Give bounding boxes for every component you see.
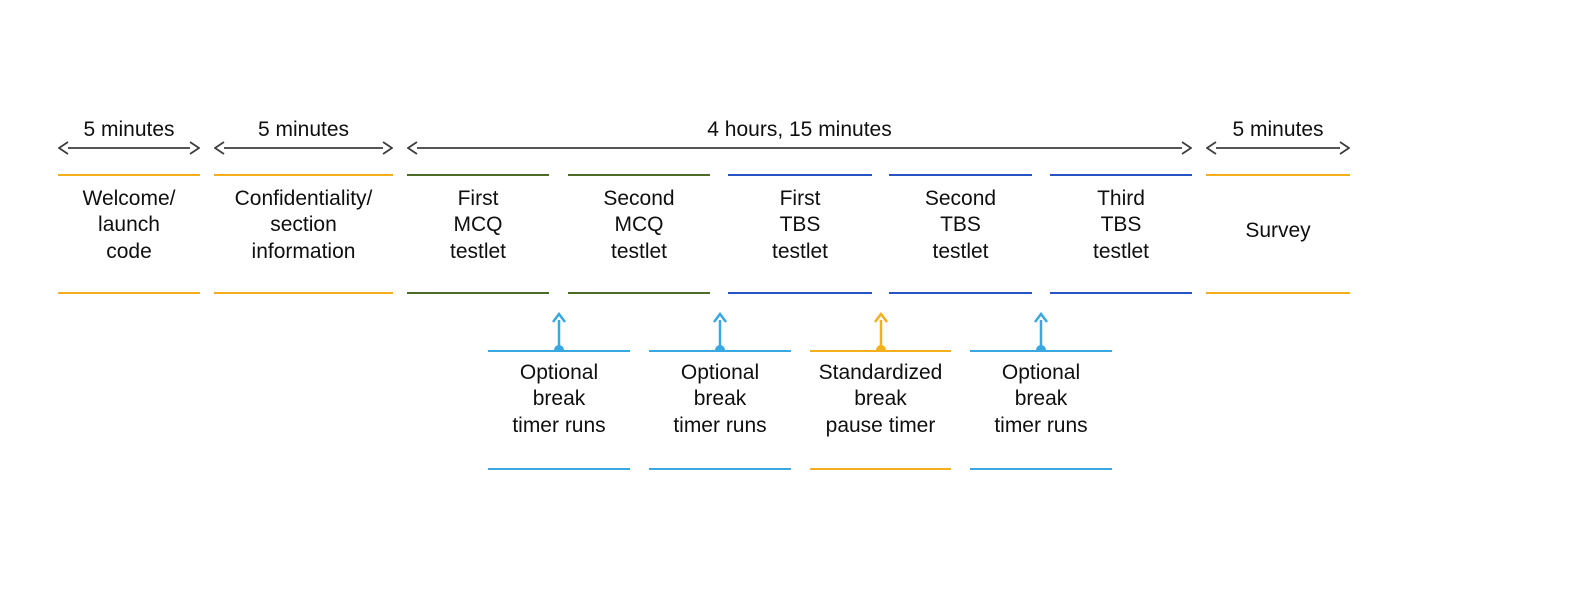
block-label-line: Third bbox=[1050, 186, 1192, 212]
break-label-line: break bbox=[970, 386, 1112, 412]
block-label-line: First bbox=[728, 186, 872, 212]
block-bot-rule-tbs1 bbox=[728, 292, 872, 294]
block-top-rule-mcq2 bbox=[568, 174, 710, 176]
block-bot-rule-mcq2 bbox=[568, 292, 710, 294]
timespan-label-0: 5 minutes bbox=[58, 118, 200, 142]
block-label-survey: Survey bbox=[1206, 218, 1350, 244]
break-connector-break3 bbox=[869, 312, 893, 352]
block-bot-rule-tbs3 bbox=[1050, 292, 1192, 294]
break-label-line: Optional bbox=[970, 360, 1112, 386]
block-label-line: Second bbox=[889, 186, 1032, 212]
block-label-line: Second bbox=[568, 186, 710, 212]
block-top-rule-survey bbox=[1206, 174, 1350, 176]
break-label-line: timer runs bbox=[970, 413, 1112, 439]
timespan-label-2: 4 hours, 15 minutes bbox=[407, 118, 1192, 142]
break-label-line: pause timer bbox=[810, 413, 951, 439]
block-label-line: testlet bbox=[568, 239, 710, 265]
break-label-line: break bbox=[649, 386, 791, 412]
block-top-rule-welcome bbox=[58, 174, 200, 176]
block-top-rule-mcq1 bbox=[407, 174, 549, 176]
block-label-line: MCQ bbox=[407, 212, 549, 238]
break-label-line: Standardized bbox=[810, 360, 951, 386]
block-label-line: First bbox=[407, 186, 549, 212]
break-bot-rule-break4 bbox=[970, 468, 1112, 470]
block-label-line: TBS bbox=[728, 212, 872, 238]
break-label-break4: Optionalbreaktimer runs bbox=[970, 360, 1112, 439]
block-bot-rule-tbs2 bbox=[889, 292, 1032, 294]
break-connector-break4 bbox=[1029, 312, 1053, 352]
block-label-tbs2: SecondTBStestlet bbox=[889, 186, 1032, 265]
block-bot-rule-survey bbox=[1206, 292, 1350, 294]
block-top-rule-tbs2 bbox=[889, 174, 1032, 176]
block-label-line: information bbox=[214, 239, 393, 265]
break-label-line: timer runs bbox=[649, 413, 791, 439]
break-label-break1: Optionalbreaktimer runs bbox=[488, 360, 630, 439]
break-label-break3: Standardizedbreakpause timer bbox=[810, 360, 951, 439]
break-bot-rule-break3 bbox=[810, 468, 951, 470]
block-label-mcq2: SecondMCQtestlet bbox=[568, 186, 710, 265]
break-bot-rule-break1 bbox=[488, 468, 630, 470]
break-label-line: timer runs bbox=[488, 413, 630, 439]
block-bot-rule-welcome bbox=[58, 292, 200, 294]
block-label-line: MCQ bbox=[568, 212, 710, 238]
block-label-confid: Confidentiality/sectioninformation bbox=[214, 186, 393, 265]
block-top-rule-tbs1 bbox=[728, 174, 872, 176]
block-bot-rule-confid bbox=[214, 292, 393, 294]
block-label-line: Confidentiality/ bbox=[214, 186, 393, 212]
block-label-line: testlet bbox=[407, 239, 549, 265]
block-label-line: code bbox=[58, 239, 200, 265]
break-bot-rule-break2 bbox=[649, 468, 791, 470]
block-label-line: launch bbox=[58, 212, 200, 238]
block-label-line: TBS bbox=[889, 212, 1032, 238]
block-label-line: TBS bbox=[1050, 212, 1192, 238]
break-label-line: break bbox=[810, 386, 951, 412]
block-label-line: Survey bbox=[1206, 218, 1350, 244]
block-label-mcq1: FirstMCQtestlet bbox=[407, 186, 549, 265]
break-label-line: Optional bbox=[649, 360, 791, 386]
block-label-line: section bbox=[214, 212, 393, 238]
timespan-label-3: 5 minutes bbox=[1206, 118, 1350, 142]
block-label-line: testlet bbox=[1050, 239, 1192, 265]
exam-timeline-diagram: 5 minutes 5 minutes 4 hours, 15 minutes 5 m… bbox=[0, 0, 1576, 600]
block-top-rule-confid bbox=[214, 174, 393, 176]
block-label-tbs3: ThirdTBStestlet bbox=[1050, 186, 1192, 265]
block-label-line: testlet bbox=[728, 239, 872, 265]
block-bot-rule-mcq1 bbox=[407, 292, 549, 294]
block-label-line: Welcome/ bbox=[58, 186, 200, 212]
break-label-line: Optional bbox=[488, 360, 630, 386]
break-connector-break1 bbox=[547, 312, 571, 352]
block-label-line: testlet bbox=[889, 239, 1032, 265]
timespan-label-1: 5 minutes bbox=[214, 118, 393, 142]
block-top-rule-tbs3 bbox=[1050, 174, 1192, 176]
block-label-tbs1: FirstTBStestlet bbox=[728, 186, 872, 265]
break-connector-break2 bbox=[708, 312, 732, 352]
block-label-welcome: Welcome/launchcode bbox=[58, 186, 200, 265]
break-label-break2: Optionalbreaktimer runs bbox=[649, 360, 791, 439]
break-label-line: break bbox=[488, 386, 630, 412]
